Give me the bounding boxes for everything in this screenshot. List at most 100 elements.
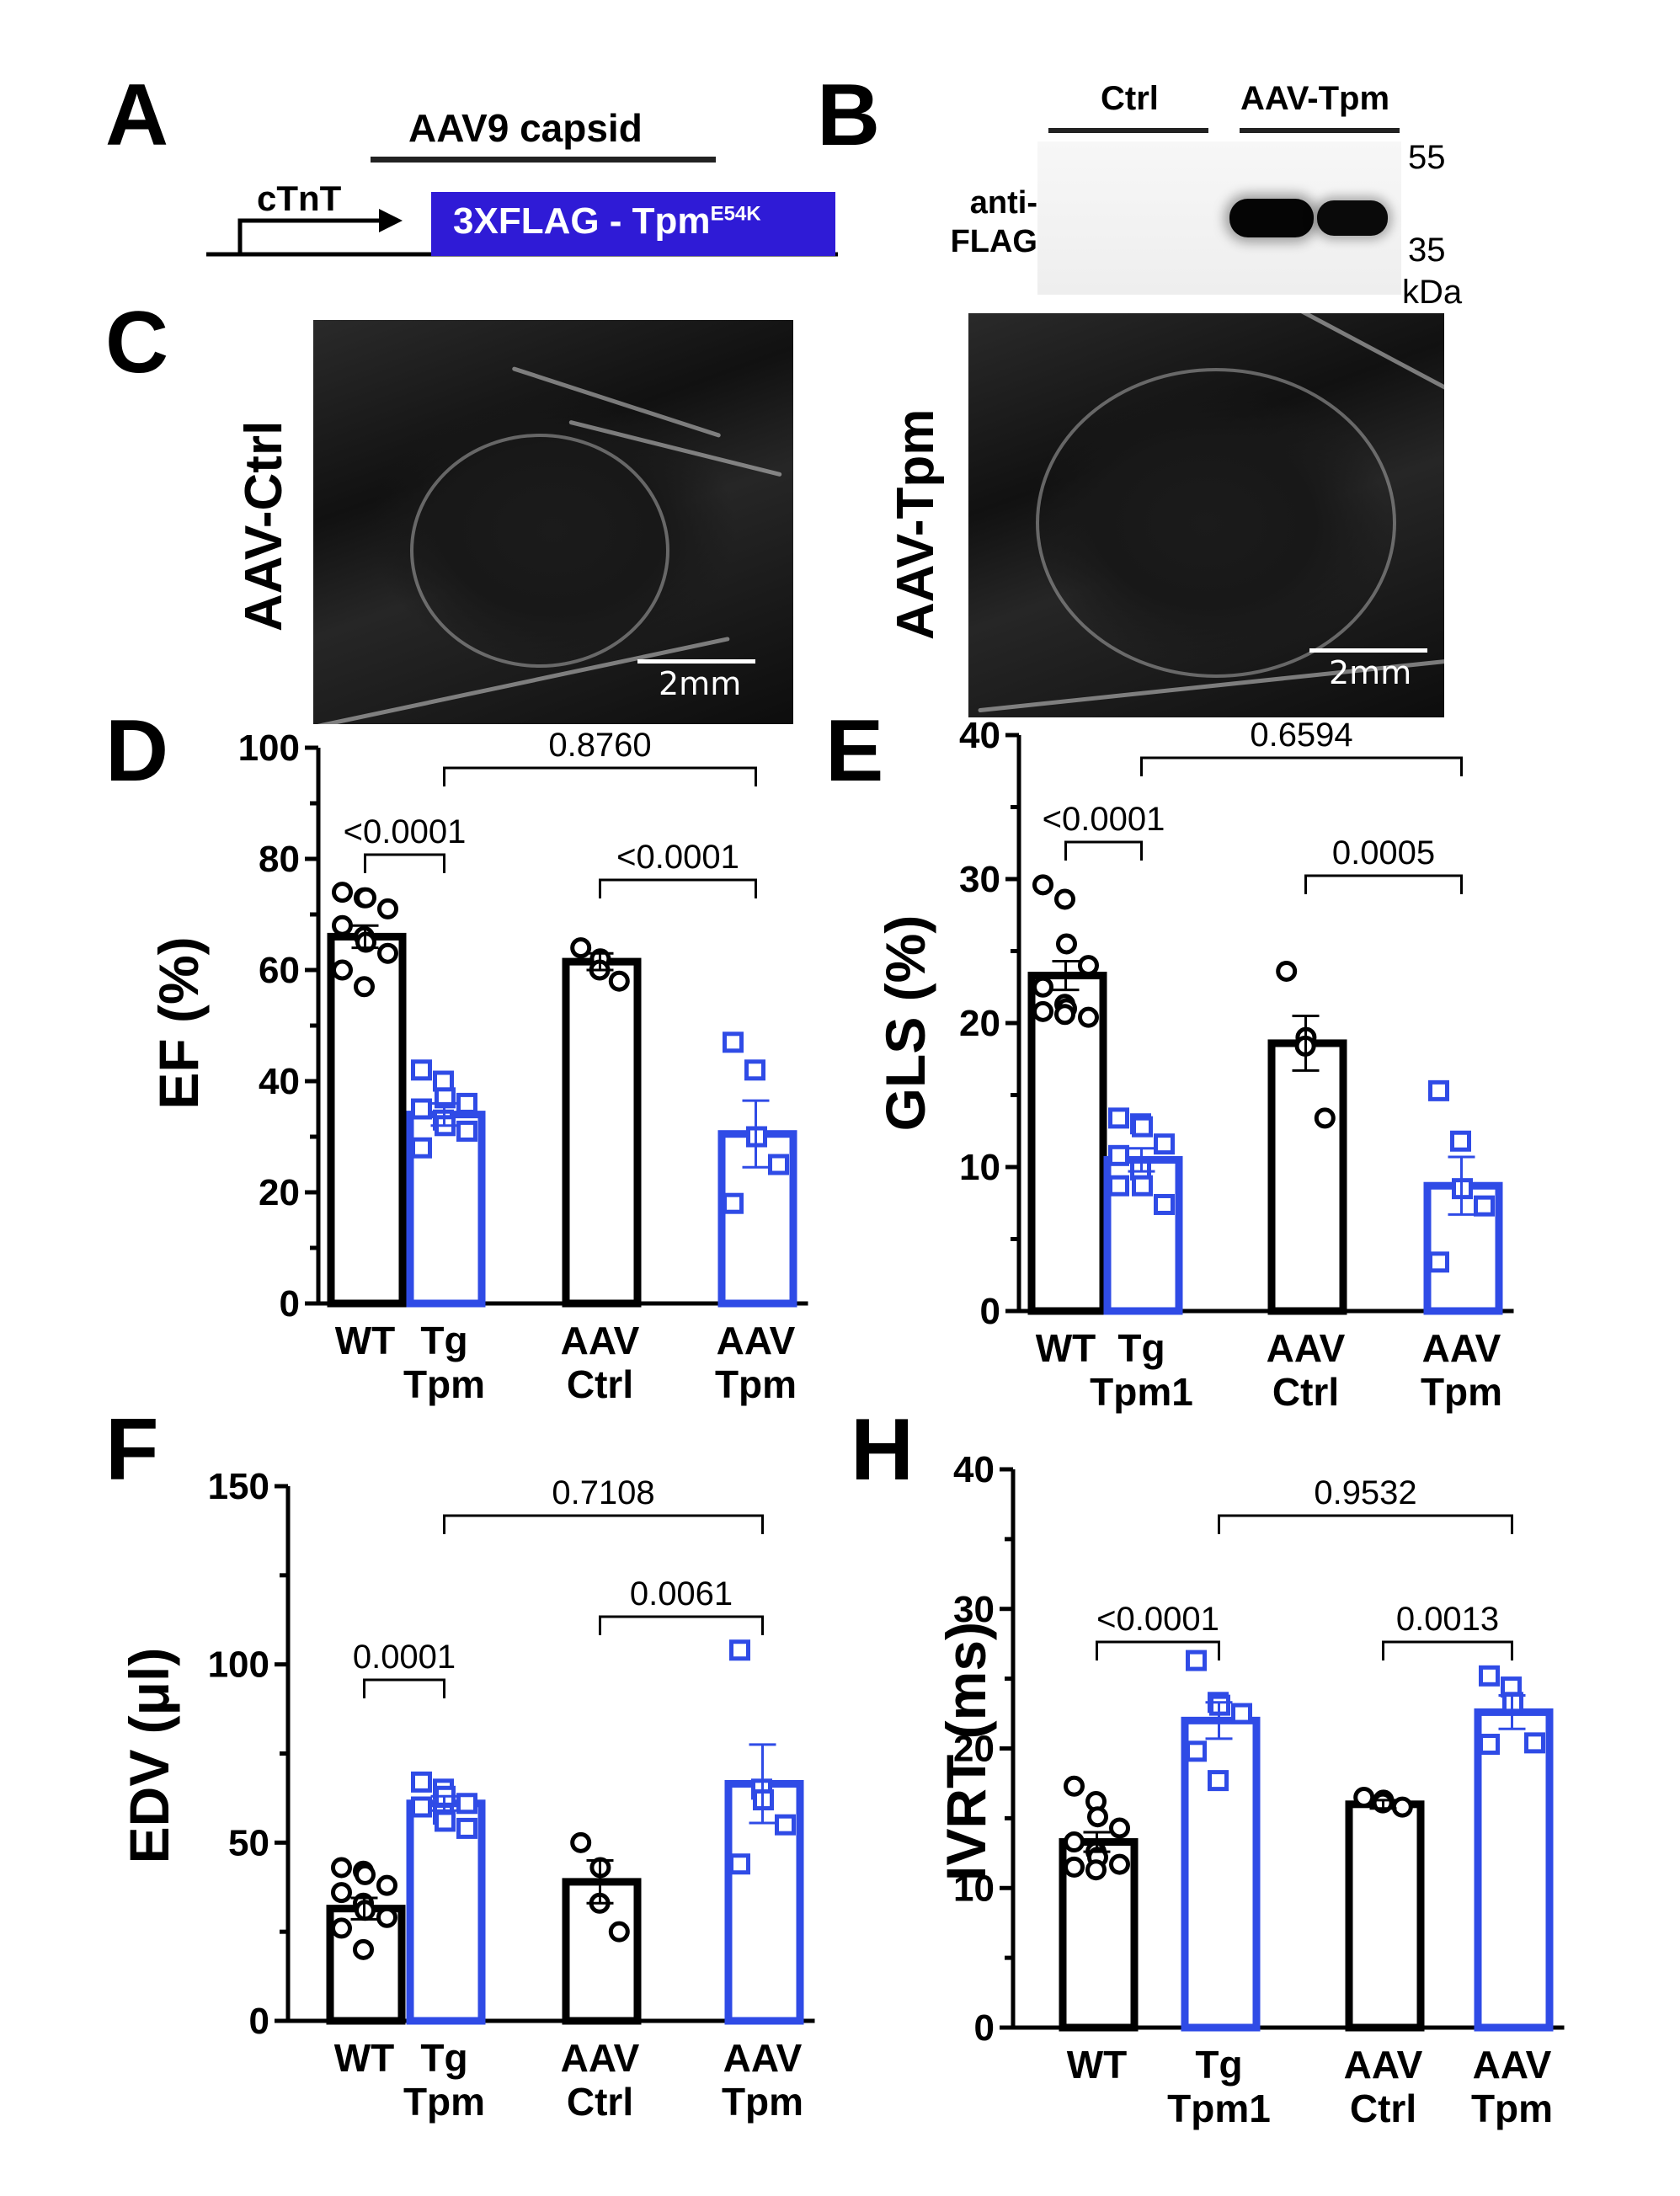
data-point bbox=[729, 1639, 750, 1661]
p-value-label: 0.9532 bbox=[1314, 1474, 1416, 1511]
insert-label: 3XFLAG - TpmE54K bbox=[453, 200, 761, 243]
panel-label-c: C bbox=[105, 294, 169, 392]
x-tick-label: Ctrl bbox=[567, 1362, 633, 1406]
panel-label-a: A bbox=[105, 67, 169, 164]
data-point bbox=[1154, 1133, 1175, 1155]
data-point bbox=[1479, 1665, 1500, 1687]
significance-bracket bbox=[1382, 1640, 1513, 1660]
scale-label: 2mm bbox=[659, 665, 742, 702]
data-point bbox=[1132, 1175, 1153, 1197]
significance-bracket bbox=[599, 878, 757, 898]
promoter-label: cTnT bbox=[257, 179, 342, 218]
panel-label-h: H bbox=[851, 1401, 915, 1499]
data-point bbox=[608, 1921, 630, 1943]
data-point bbox=[435, 1810, 456, 1832]
data-point bbox=[411, 1771, 432, 1793]
scale-bar bbox=[637, 659, 755, 664]
data-point bbox=[1524, 1732, 1545, 1754]
data-point bbox=[768, 1154, 789, 1175]
y-tick-label: 100 bbox=[208, 1644, 269, 1686]
y-tick-label: 100 bbox=[238, 728, 300, 769]
blot-band-2 bbox=[1317, 200, 1388, 236]
x-tick-label: Ctrl bbox=[567, 2080, 633, 2124]
data-point bbox=[331, 1857, 352, 1879]
panel-label-e: E bbox=[825, 702, 884, 800]
data-point bbox=[332, 959, 353, 981]
data-point bbox=[744, 1059, 765, 1081]
p-value-label: 0.7108 bbox=[552, 1474, 654, 1511]
data-point bbox=[355, 887, 376, 909]
bar bbox=[1267, 1039, 1347, 1315]
echo-image-ctrl: 2mm bbox=[313, 320, 793, 724]
insert-box bbox=[431, 192, 835, 256]
ventricle-outline bbox=[410, 434, 669, 668]
bar bbox=[1181, 1716, 1261, 2032]
data-point bbox=[1231, 1703, 1252, 1724]
data-point bbox=[433, 1070, 454, 1092]
data-point bbox=[570, 1831, 592, 1853]
significance-bracket bbox=[599, 1615, 764, 1635]
data-point bbox=[723, 1192, 744, 1214]
data-point bbox=[1085, 1859, 1107, 1881]
x-tick-label: Tpm1 bbox=[1167, 2087, 1271, 2130]
data-point bbox=[1032, 976, 1053, 998]
x-tick-label: Tpm bbox=[722, 2080, 803, 2124]
data-point bbox=[1208, 1770, 1229, 1792]
data-point bbox=[1108, 1107, 1129, 1129]
x-tick-label: AAV bbox=[1267, 1326, 1346, 1370]
x-tick-label: AAV bbox=[723, 2036, 803, 2080]
significance-bracket bbox=[1096, 1640, 1220, 1660]
data-point bbox=[411, 1796, 432, 1818]
data-point bbox=[1109, 1853, 1130, 1875]
x-tick-label: WT bbox=[335, 1319, 396, 1362]
data-point bbox=[1186, 1650, 1207, 1671]
p-value-label: 0.0013 bbox=[1396, 1601, 1499, 1638]
data-point bbox=[1056, 933, 1077, 955]
p-value-label: 0.0061 bbox=[630, 1575, 733, 1612]
data-point bbox=[1108, 1144, 1129, 1166]
insert-text: 3XFLAG - Tpm bbox=[453, 200, 711, 242]
y-tick-label: 20 bbox=[953, 1729, 995, 1770]
y-tick-label: 0 bbox=[974, 2007, 995, 2049]
echo-image-tpm: 2mm bbox=[968, 313, 1444, 717]
x-tick-label: Ctrl bbox=[1272, 1370, 1339, 1414]
data-point bbox=[376, 1874, 397, 1896]
data-point bbox=[411, 1059, 432, 1081]
x-tick-label: AAV bbox=[1344, 2043, 1423, 2087]
x-tick-label: Tpm1 bbox=[1090, 1370, 1193, 1414]
panel-label-f: F bbox=[105, 1401, 159, 1499]
y-tick-label: 80 bbox=[259, 839, 300, 880]
data-point bbox=[1108, 1175, 1129, 1197]
data-point bbox=[456, 1092, 477, 1114]
x-tick-label: WT bbox=[1067, 2043, 1128, 2087]
data-point bbox=[377, 898, 398, 919]
scale-label: 2mm bbox=[1329, 654, 1412, 691]
data-point bbox=[332, 914, 353, 936]
y-tick-label: 10 bbox=[953, 1868, 995, 1909]
blot-band-1 bbox=[1229, 199, 1314, 237]
p-value-label: <0.0001 bbox=[616, 839, 739, 876]
significance-bracket bbox=[443, 766, 757, 786]
x-tick-label: Tg bbox=[1195, 2043, 1242, 2087]
y-tick-label: 30 bbox=[953, 1589, 995, 1630]
significance-bracket bbox=[443, 1514, 764, 1534]
data-point bbox=[456, 1793, 477, 1815]
data-point bbox=[1450, 1130, 1471, 1152]
y-tick-label: 10 bbox=[959, 1147, 1000, 1188]
data-point bbox=[1428, 1251, 1449, 1273]
data-point bbox=[570, 937, 592, 959]
bar bbox=[406, 1799, 486, 2025]
y-tick-label: 20 bbox=[959, 1003, 1000, 1044]
data-point bbox=[1078, 1006, 1099, 1028]
x-tick-label: Ctrl bbox=[1350, 2087, 1416, 2130]
data-point bbox=[331, 1882, 352, 1904]
data-point bbox=[1064, 1856, 1085, 1878]
data-point bbox=[1109, 1817, 1130, 1839]
data-point bbox=[411, 1098, 432, 1120]
p-value-label: 0.0001 bbox=[353, 1639, 456, 1676]
x-tick-label: Tpm bbox=[403, 1362, 485, 1406]
capsid-label: AAV9 capsid bbox=[408, 106, 643, 150]
